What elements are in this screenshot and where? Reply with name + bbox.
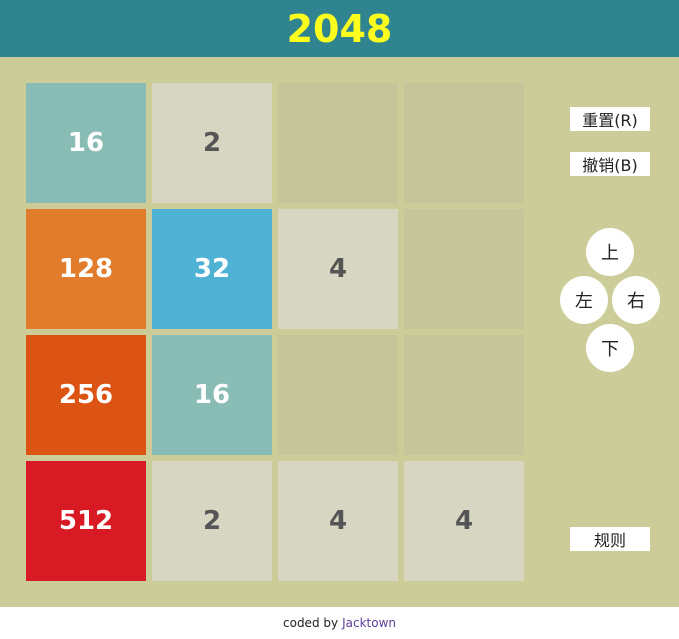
- down-button[interactable]: 下: [586, 324, 634, 372]
- tile: 32: [152, 209, 272, 329]
- author-link[interactable]: Jacktown: [342, 616, 396, 630]
- rules-button[interactable]: 规则: [570, 527, 650, 551]
- tile: 256: [26, 335, 146, 455]
- footer-prefix: coded by: [283, 616, 339, 630]
- header-bar: 2048: [0, 0, 679, 57]
- empty-cell: [404, 209, 524, 329]
- tile: 4: [278, 209, 398, 329]
- tile: 4: [404, 461, 524, 581]
- empty-cell: [404, 83, 524, 203]
- tile: 128: [26, 209, 146, 329]
- tile: 512: [26, 461, 146, 581]
- right-button[interactable]: 右: [612, 276, 660, 324]
- game-area: 16 2 128 32 4 256 16 512 2 4 4 重置(R) 撤销(B) 上 左 右 下…: [0, 57, 679, 607]
- undo-button[interactable]: 撤销(B): [570, 152, 650, 176]
- tile: 2: [152, 83, 272, 203]
- empty-cell: [278, 83, 398, 203]
- tile: 2: [152, 461, 272, 581]
- footer: coded by Jacktown: [0, 607, 679, 639]
- up-button[interactable]: 上: [586, 228, 634, 276]
- left-button[interactable]: 左: [560, 276, 608, 324]
- empty-cell: [404, 335, 524, 455]
- reset-button[interactable]: 重置(R): [570, 107, 650, 131]
- game-title: 2048: [286, 6, 393, 51]
- tile: 16: [26, 83, 146, 203]
- tile: 4: [278, 461, 398, 581]
- tile: 16: [152, 335, 272, 455]
- empty-cell: [278, 335, 398, 455]
- game-board: 16 2 128 32 4 256 16 512 2 4 4: [26, 83, 524, 581]
